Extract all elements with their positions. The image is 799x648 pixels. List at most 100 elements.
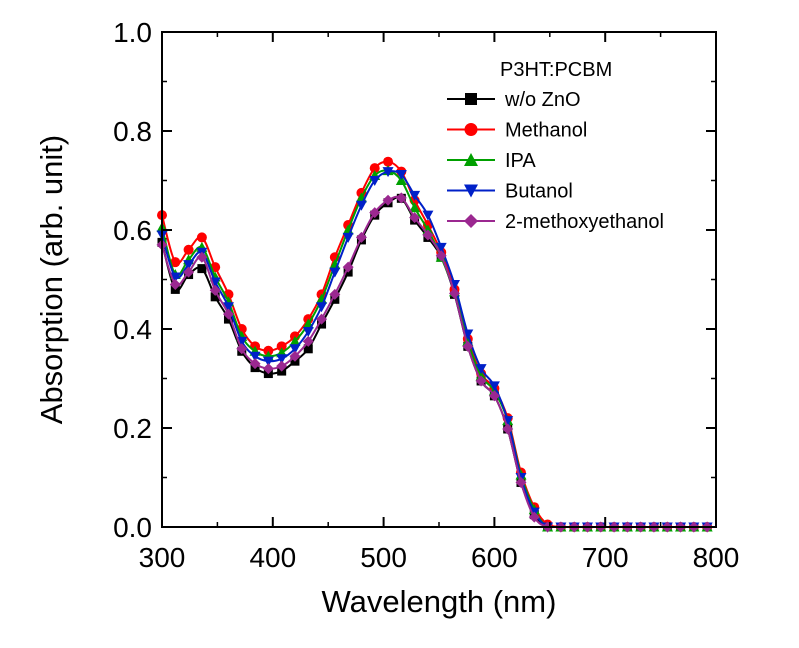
legend-marker: [464, 184, 478, 198]
x-tick-label: 400: [249, 542, 296, 573]
data-point: [383, 156, 394, 167]
y-tick-label: 0.0: [113, 512, 152, 543]
ticks-layer: 300 400 500 600 700 800 0.0 0.2 0.4 0.6 0.8 1.0: [113, 17, 739, 573]
legend-title: P3HT:PCBM: [500, 59, 612, 81]
plot-frame: [161, 31, 717, 528]
legend-marker: [465, 93, 477, 105]
y-tick-label: 0.8: [113, 116, 152, 147]
series-2-methoxyethanol: [156, 192, 713, 533]
data-point: [222, 308, 234, 320]
data-point: [170, 257, 181, 268]
data-point: [316, 313, 328, 325]
data-point: [369, 163, 380, 174]
data-point: [342, 232, 354, 243]
legend-item: 2-methoxyethanol: [447, 211, 664, 233]
data-point: [289, 335, 301, 346]
data-point: [422, 229, 434, 241]
data-point: [382, 194, 394, 206]
data-point: [409, 202, 421, 213]
data-point: [488, 390, 500, 402]
data-point: [169, 278, 181, 290]
data-point: [369, 176, 381, 186]
data-point: [342, 261, 354, 273]
data-point: [462, 329, 474, 340]
data-point: [329, 267, 341, 278]
legend-item: Butanol: [447, 181, 573, 203]
y-tick-label: 0.2: [113, 413, 152, 444]
legend-label: Butanol: [505, 181, 573, 203]
data-point: [329, 288, 341, 300]
data-point: [197, 264, 207, 274]
data-point: [209, 284, 221, 296]
data-point: [262, 363, 274, 375]
legend-item: IPA: [447, 150, 536, 172]
x-tick-label: 700: [582, 542, 629, 573]
x-tick-label: 300: [139, 542, 186, 573]
data-point: [276, 354, 288, 365]
data-point: [209, 277, 221, 288]
data-point: [210, 292, 220, 302]
data-point: [236, 343, 248, 355]
series-line: [161, 196, 708, 528]
legend-label: IPA: [505, 150, 536, 172]
legend-label: Methanol: [505, 120, 587, 142]
data-point: [236, 336, 248, 347]
y-axis-title: Absorption (arb. unit): [34, 135, 69, 424]
data-point: [183, 260, 195, 271]
y-tick-label: 0.4: [113, 314, 152, 345]
data-point: [382, 167, 394, 178]
legend-label: w/o ZnO: [504, 89, 581, 111]
data-point: [475, 375, 487, 387]
x-axis-title: Wavelength (nm): [322, 584, 557, 619]
x-tick-label: 600: [471, 542, 518, 573]
data-point: [302, 326, 314, 337]
data-point: [303, 344, 313, 354]
y-tick-label: 1.0: [113, 17, 152, 48]
data-point: [276, 341, 287, 352]
data-point: [262, 356, 274, 367]
data-point: [355, 231, 367, 243]
x-tick-label: 800: [693, 542, 740, 573]
data-point: [289, 350, 301, 362]
data-point: [528, 511, 540, 523]
data-point: [355, 200, 367, 211]
data-point: [435, 250, 447, 262]
data-point: [316, 302, 328, 313]
data-point: [222, 302, 234, 313]
x-tick-label: 500: [360, 542, 407, 573]
data-point: [395, 192, 407, 204]
data-point: [435, 242, 447, 253]
data-point: [515, 476, 527, 488]
data-point: [422, 210, 434, 221]
data-point: [462, 340, 474, 352]
data-point: [169, 272, 181, 283]
data-point: [395, 170, 407, 181]
data-point: [449, 287, 461, 299]
y-tick-label: 0.6: [113, 215, 152, 246]
data-point: [475, 364, 487, 375]
axes-layer: [161, 31, 717, 528]
data-point: [196, 251, 208, 263]
data-point: [276, 360, 288, 372]
data-point: [488, 381, 500, 392]
legend-marker: [464, 123, 478, 136]
data-point: [249, 351, 261, 362]
data-point: [183, 266, 195, 278]
data-point: [183, 244, 194, 255]
legend: P3HT:PCBM w/o ZnO Methanol IPA Butanol 2-met…: [447, 59, 664, 233]
data-point: [196, 232, 207, 243]
data-point: [369, 207, 381, 219]
data-point: [289, 344, 301, 355]
data-point: [302, 335, 314, 347]
legend-label: 2-methoxyethanol: [505, 211, 664, 233]
legend-item: Methanol: [447, 120, 587, 142]
data-point: [249, 358, 261, 370]
legend-marker: [464, 153, 478, 166]
data-point: [502, 423, 514, 435]
legend-item: w/o ZnO: [447, 89, 581, 111]
legend-marker: [464, 214, 478, 228]
data-point: [409, 212, 421, 224]
data-point: [409, 190, 421, 201]
